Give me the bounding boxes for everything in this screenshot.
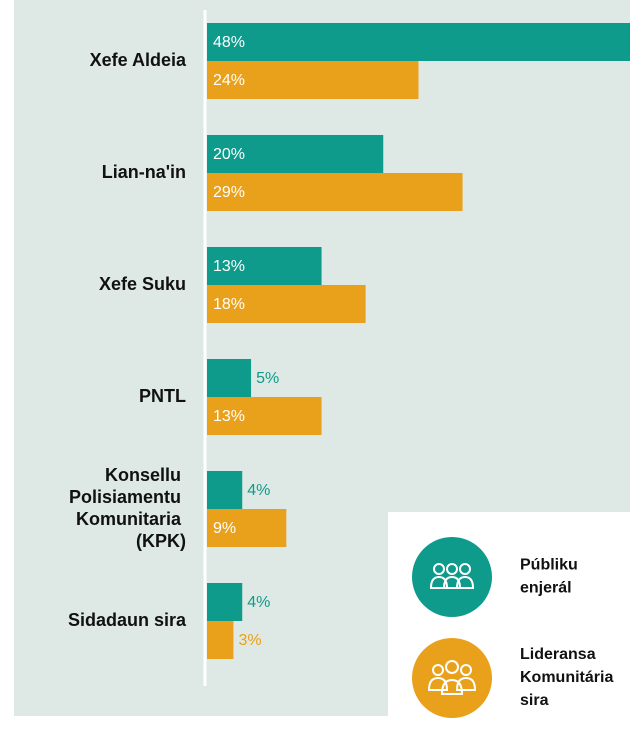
bar	[207, 359, 252, 397]
bar	[207, 247, 322, 285]
bar	[207, 173, 463, 211]
legend-label: Lideransa Komunitária sira	[520, 646, 618, 709]
bar	[207, 509, 287, 547]
value-label: 20%	[213, 146, 245, 163]
value-label: 13%	[213, 258, 245, 275]
category-label: Sidadaun sira	[68, 610, 187, 630]
value-label: 18%	[213, 296, 245, 313]
category-label: PNTL	[139, 386, 186, 406]
category-label: Konsellu Polisiamentu Komunitaria (KPK)	[69, 465, 186, 551]
category-label: Xefe Aldeia	[90, 50, 187, 70]
bar	[207, 135, 384, 173]
legend-label: Públiku enjerál	[520, 557, 582, 597]
value-label: 9%	[213, 520, 236, 537]
bar	[207, 285, 366, 323]
value-label: 4%	[247, 482, 270, 499]
value-label: 5%	[256, 370, 279, 387]
bar	[207, 397, 322, 435]
bar	[207, 23, 630, 61]
value-label: 4%	[247, 594, 270, 611]
bar	[207, 471, 243, 509]
value-label: 3%	[238, 632, 261, 649]
bar	[207, 583, 243, 621]
value-label: 48%	[213, 34, 245, 51]
bar	[207, 61, 419, 99]
bar	[207, 621, 234, 659]
legend-icon-public	[412, 537, 492, 617]
value-label: 24%	[213, 72, 245, 89]
legend-icon-leaders	[412, 638, 492, 718]
legend-box	[388, 512, 630, 744]
category-label: Xefe Suku	[99, 274, 186, 294]
value-label: 29%	[213, 184, 245, 201]
category-label: Lian-na'in	[102, 162, 186, 182]
value-label: 13%	[213, 408, 245, 425]
